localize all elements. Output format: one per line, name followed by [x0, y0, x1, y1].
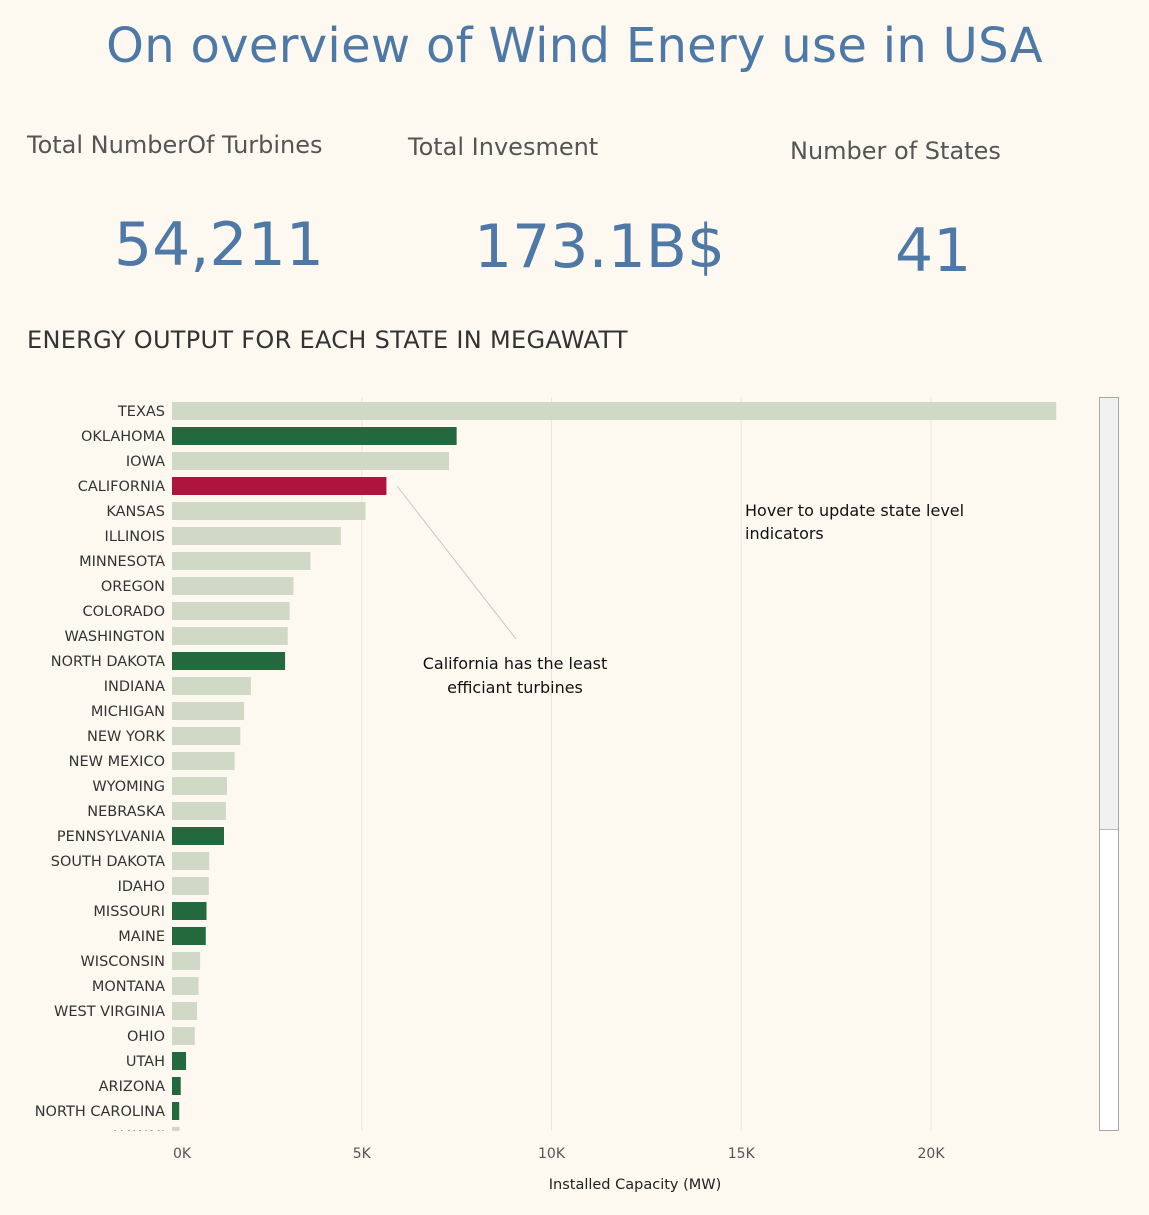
bar-west-virginia[interactable] — [172, 1002, 198, 1020]
category-label: OHIO — [127, 1029, 165, 1045]
states-kpi-value: 41 — [895, 216, 972, 286]
dashboard-title: On overview of Wind Enery use in USA — [106, 18, 1043, 74]
category-label: NEBRASKA — [87, 804, 165, 820]
capacity-bar-chart[interactable]: TEXAS OKLAHOMA IOWA CALIFORNIA KANSAS ILLINOI… — [0, 380, 1149, 1215]
bar-wyoming[interactable] — [172, 777, 228, 795]
category-label: WYOMING — [92, 779, 165, 795]
category-label: HAWAII — [113, 1129, 165, 1145]
bar-oregon[interactable] — [172, 577, 294, 595]
category-label: ARIZONA — [99, 1079, 165, 1095]
bar-ohio[interactable] — [172, 1027, 195, 1045]
category-label: MICHIGAN — [91, 704, 165, 720]
hover-annotation-line-2: indicators — [745, 524, 824, 543]
category-label: TEXAS — [117, 404, 165, 420]
bar-idaho[interactable] — [172, 877, 209, 895]
category-label: SOUTH DAKOTA — [51, 854, 165, 870]
category-label: WASHINGTON — [64, 629, 165, 645]
investment-kpi-value: 173.1B$ — [474, 212, 726, 282]
chart-section-title: ENERGY OUTPUT FOR EACH STATE IN MEGAWATT — [27, 326, 628, 354]
bar-maine[interactable] — [172, 927, 206, 945]
investment-kpi-label: Total Invesment — [408, 133, 599, 161]
california-leader-line — [396, 485, 517, 640]
california-annotation-line-1: California has the least — [422, 654, 608, 673]
x-tick-label: 5K — [353, 1146, 372, 1162]
category-label: COLORADO — [83, 604, 166, 620]
bars-group: TEXAS OKLAHOMA IOWA CALIFORNIA KANSAS ILLINOI… — [35, 402, 1057, 1145]
bar-north-dakota[interactable] — [172, 652, 286, 670]
category-label: NEW YORK — [87, 729, 166, 745]
hover-annotation-line-1: Hover to update state level — [745, 501, 965, 520]
bar-utah[interactable] — [172, 1052, 187, 1070]
category-label: NORTH CAROLINA — [35, 1104, 165, 1120]
x-tick-label: 15K — [728, 1146, 756, 1162]
bar-indiana[interactable] — [172, 677, 251, 695]
category-label: OREGON — [101, 579, 165, 595]
bar-illinois[interactable] — [172, 527, 341, 545]
category-label: NORTH DAKOTA — [51, 654, 165, 670]
category-label: UTAH — [126, 1054, 165, 1070]
bar-north-carolina[interactable] — [172, 1102, 180, 1120]
category-label: WEST VIRGINIA — [54, 1004, 165, 1020]
bar-pennsylvania[interactable] — [172, 827, 224, 845]
x-tick-label: 0K — [173, 1146, 192, 1162]
bar-wisconsin[interactable] — [172, 952, 201, 970]
category-label: NEW MEXICO — [69, 754, 165, 770]
category-label: IOWA — [126, 454, 165, 470]
scrollbar-thumb[interactable] — [1100, 398, 1118, 830]
category-label: IDAHO — [118, 879, 165, 895]
bar-iowa[interactable] — [172, 452, 450, 470]
bar-texas[interactable] — [172, 402, 1057, 420]
x-tick-label: 20K — [918, 1146, 946, 1162]
category-label: CALIFORNIA — [78, 479, 165, 495]
bar-kansas[interactable] — [172, 502, 366, 520]
bar-michigan[interactable] — [172, 702, 245, 720]
category-label: MINNESOTA — [79, 554, 165, 570]
category-label: OKLAHOMA — [81, 429, 165, 445]
x-tick-label: 10K — [538, 1146, 566, 1162]
bar-california[interactable] — [172, 477, 387, 495]
bar-missouri[interactable] — [172, 902, 207, 920]
california-annotation-line-2: efficiant turbines — [447, 678, 583, 697]
bar-hawaii[interactable] — [172, 1127, 180, 1145]
category-label: MISSOURI — [93, 904, 165, 920]
category-label: KANSAS — [106, 504, 165, 520]
bar-arizona[interactable] — [172, 1077, 181, 1095]
states-kpi-label: Number of States — [790, 137, 1001, 165]
bar-minnesota[interactable] — [172, 552, 311, 570]
category-label: ILLINOIS — [105, 529, 165, 545]
hover-annotation: Hover to update state level indicators — [745, 499, 964, 545]
bar-new-mexico[interactable] — [172, 752, 235, 770]
category-label: PENNSYLVANIA — [57, 829, 165, 845]
bar-new-york[interactable] — [172, 727, 241, 745]
bar-nebraska[interactable] — [172, 802, 226, 820]
turbines-kpi-value: 54,211 — [114, 210, 324, 280]
category-label: MONTANA — [92, 979, 165, 995]
chart-scrollbar[interactable] — [1099, 397, 1119, 1131]
bar-colorado[interactable] — [172, 602, 290, 620]
turbines-kpi-label: Total NumberOf Turbines — [27, 131, 323, 159]
bar-washington[interactable] — [172, 627, 288, 645]
category-label: MAINE — [118, 929, 165, 945]
bar-oklahoma[interactable] — [172, 427, 457, 445]
x-axis-title: Installed Capacity (MW) — [549, 1177, 722, 1193]
bar-montana[interactable] — [172, 977, 199, 995]
category-label: INDIANA — [104, 679, 165, 695]
category-label: WISCONSIN — [80, 954, 165, 970]
california-annotation: California has the least efficiant turbi… — [415, 652, 615, 700]
bar-south-dakota[interactable] — [172, 852, 210, 870]
